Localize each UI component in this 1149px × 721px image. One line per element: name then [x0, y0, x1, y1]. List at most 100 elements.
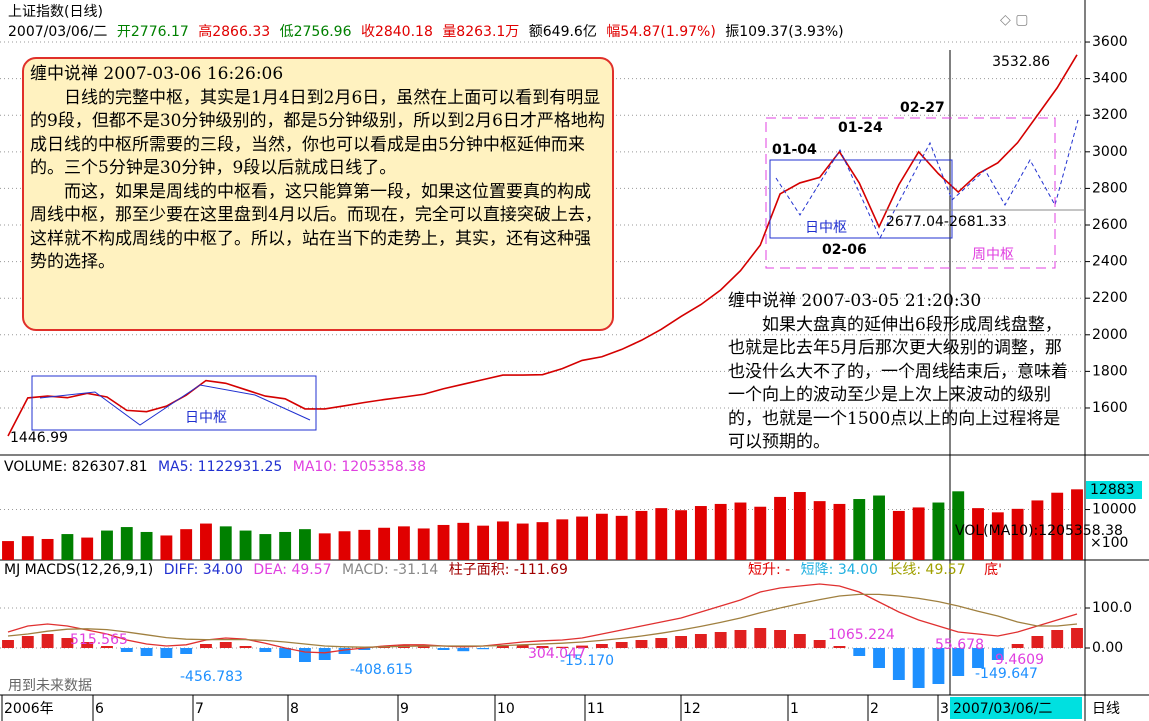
macd-bar [1011, 644, 1024, 648]
annotation: 用到未来数据 [8, 678, 92, 694]
y-tick-label: 2800 [1092, 180, 1128, 196]
note-title: 缠中说禅 2007-03-06 16:26:06 [30, 64, 284, 84]
quote: 额649.6亿 [529, 24, 597, 40]
macd-bar [615, 642, 628, 648]
volume-bar [734, 502, 747, 560]
header-item: VOLUME: 826307.81 [4, 459, 148, 475]
quote-line: 2007/03/06/二 开2776.17 高2866.33 低2756.96 … [8, 23, 844, 40]
macd-bar [873, 648, 885, 668]
y-tick-label: 3600 [1092, 34, 1128, 50]
segment-line [39, 384, 311, 426]
volume-bar [516, 523, 529, 560]
volume-bar [496, 521, 509, 560]
x-tick-label: 9 [400, 701, 409, 717]
weekly-center-box [765, 117, 1056, 269]
volume-bar [120, 527, 133, 560]
x-tick-label: 1 [790, 701, 799, 717]
annotation: 01-04 [772, 142, 817, 158]
window-icon[interactable]: ◇ ▢ [1000, 12, 1028, 28]
header-item: 长线: 49.57 [888, 562, 965, 578]
volume-bar [160, 535, 173, 560]
macd-bar [417, 646, 430, 648]
volume-bar [675, 510, 688, 560]
macd-bar [952, 648, 965, 676]
volume-bar [299, 529, 311, 560]
macd-bar [675, 636, 688, 648]
volume-bar [754, 506, 767, 560]
volume-bar [1031, 500, 1044, 560]
volume-header: VOLUME: 826307.81 MA5: 1122931.25 MA10: … [4, 459, 426, 475]
x-tick-label: 12 [683, 701, 701, 717]
value-box [1086, 481, 1142, 499]
header-item: 柱子面积: -111.69 [449, 562, 568, 578]
volume-bar [437, 524, 450, 560]
macd-bar [140, 648, 153, 656]
volume-bar [853, 499, 866, 560]
note-paragraph: 如果大盘真的延伸出6段形成周线盘整，也就是比去年5月后那次更大级别的调整，那也没… [728, 314, 1068, 453]
annotation: 304.047 [528, 646, 586, 662]
macd-bar [714, 632, 727, 648]
volume-bar [892, 510, 905, 560]
volume-bar [1011, 508, 1024, 560]
macd-bar [180, 648, 193, 654]
macd-bar [972, 648, 984, 668]
segment-line [775, 119, 1079, 240]
annotation: 12883 [1090, 482, 1135, 498]
y-tick-label: 0.00 [1092, 640, 1123, 656]
macd-bar [160, 648, 173, 658]
volume-bar [397, 526, 410, 560]
volume-bar [200, 523, 212, 560]
x-tick-label: 2007/03/06/二 [953, 701, 1052, 717]
volume-bar [318, 533, 331, 560]
macd-header: MJ MACDS(12,26,9,1) DIFF: 34.00 DEA: 49.… [4, 562, 568, 578]
volume-bar [239, 530, 252, 560]
macd-bar [635, 640, 648, 648]
annotation: 515.565 [70, 632, 128, 648]
note-paragraph: 而这，如果是周线的中枢看，这只能算第一段，如果这位置要真的构成周线中枢，那至少要… [30, 181, 602, 273]
quote: 量8263.1万 [442, 24, 519, 40]
macd-bar [516, 644, 529, 648]
macd-bar [892, 648, 905, 680]
header-item: 底' [984, 562, 1002, 578]
annotation: 02-27 [900, 100, 945, 116]
volume-bar [338, 531, 351, 560]
y-tick-label: 3200 [1092, 107, 1128, 123]
header-item: 短降: 34.00 [801, 562, 878, 578]
macd-bar [734, 630, 747, 648]
annotation: 2677.04-2681.33 [886, 214, 1007, 230]
chart-title: 上证指数(日线) [8, 4, 103, 20]
macd-bar [1051, 630, 1064, 648]
annotation: 01-24 [838, 120, 883, 136]
macd-bar [318, 648, 331, 660]
macd-bar [991, 648, 1004, 660]
macd-bar [219, 642, 232, 648]
annotation: ×100 [1090, 535, 1128, 551]
quote: 收2840.18 [361, 24, 433, 40]
annotation: -456.783 [180, 669, 243, 685]
macd-bar [932, 648, 945, 684]
macd-bar [101, 646, 113, 648]
macd-bar [61, 638, 74, 648]
macd-bar [239, 646, 252, 648]
macd-bar [655, 638, 668, 648]
quote: 2007/03/06/二 [8, 24, 107, 40]
annotation: 1446.99 [10, 430, 68, 446]
x-tick-label: 2006年 [4, 701, 54, 717]
volume-bar [615, 515, 628, 560]
volume-bar [21, 536, 34, 560]
volume-bar [358, 529, 371, 560]
y-tick-label: 2200 [1092, 290, 1128, 306]
annotation: -15.170 [560, 653, 614, 669]
volume-bar [952, 491, 965, 560]
macd-line [7, 593, 1078, 648]
macd-bar [833, 646, 846, 648]
volume-bar [457, 522, 470, 560]
note-box: 缠中说禅 2007-03-05 21:20:30 如果大盘真的延伸出6段形成周线… [728, 290, 1073, 455]
volume-bar [833, 503, 846, 560]
volume-bar [932, 502, 945, 560]
x-tick-label: 2 [870, 701, 879, 717]
y-tick-label: 1600 [1092, 400, 1128, 416]
macd-bar [774, 630, 786, 648]
macd-bar [259, 648, 272, 652]
macd-bar [813, 640, 826, 648]
